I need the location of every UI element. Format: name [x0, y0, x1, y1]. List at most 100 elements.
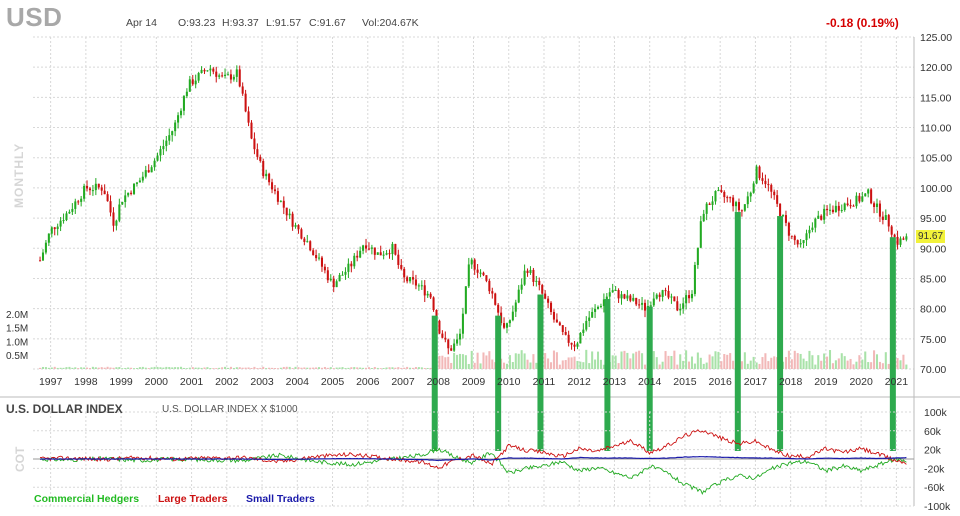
year-tick-label: 2006: [356, 376, 380, 388]
volume-bar: [335, 367, 338, 369]
volume-bar: [50, 367, 53, 369]
candle-body: [356, 255, 359, 258]
volume-bar: [385, 367, 388, 369]
candle-body: [717, 190, 720, 192]
volume-bar: [547, 358, 550, 369]
candle-body: [893, 234, 896, 237]
volume-bar: [323, 366, 326, 369]
candle-body: [820, 215, 823, 220]
candle-body: [570, 342, 573, 345]
candle-body: [670, 296, 673, 298]
cot-axis: 100k 60k 20k -20k -60k -100k: [924, 407, 951, 513]
candle-body: [623, 294, 626, 299]
volume-bar: [403, 367, 406, 369]
volume-bar: [279, 367, 282, 369]
volume-bar: [127, 367, 130, 369]
volume-bar: [362, 367, 365, 369]
cot-tick-label: -100k: [924, 501, 951, 513]
candle-body: [776, 195, 779, 204]
volume-bar: [720, 361, 723, 369]
volume-bar: [529, 362, 532, 369]
candle-body: [802, 240, 805, 244]
volume-bar: [297, 367, 300, 369]
price-tick-label: 100.00: [920, 183, 952, 195]
volume-bar: [682, 360, 685, 369]
volume-bar: [103, 367, 106, 369]
volume-bar: [359, 367, 362, 369]
year-tick-label: 2020: [849, 376, 873, 388]
volume-bar: [620, 351, 623, 369]
volume-bar: [91, 366, 94, 369]
volume-bar: [124, 367, 127, 369]
candle-body: [97, 183, 100, 188]
candle-body: [171, 131, 174, 136]
candle-body: [326, 270, 329, 281]
volume-bar: [596, 351, 600, 369]
volume-bar: [294, 366, 297, 369]
lower-panel-subtitle: U.S. DOLLAR INDEX X $1000: [162, 404, 298, 415]
candle-body: [846, 203, 849, 206]
candle-body: [362, 245, 365, 251]
candle-body: [215, 71, 218, 77]
volume-bar: [770, 357, 773, 369]
candle-body: [241, 86, 244, 94]
volume-bar: [658, 364, 661, 369]
candle-body: [878, 203, 881, 217]
candle-body: [896, 236, 899, 245]
candle-body: [59, 220, 62, 227]
candle-body: [652, 298, 655, 306]
year-tick-label: 2005: [321, 376, 345, 388]
candle-body: [74, 201, 77, 209]
volume-bar: [414, 367, 417, 369]
volume-bar: [94, 367, 97, 369]
symbol-title: USD: [6, 2, 63, 32]
volume-bar: [453, 352, 456, 369]
candle-body: [582, 329, 585, 333]
candle-body: [520, 284, 523, 290]
volume-bar: [344, 368, 347, 369]
candle-body: [664, 290, 667, 292]
candle-body: [508, 320, 511, 324]
volume-bar: [44, 367, 47, 369]
candle-body: [323, 266, 326, 271]
volume-bar: [558, 364, 561, 369]
candle-body: [86, 185, 89, 189]
volume-bar: [690, 356, 694, 369]
candle-body: [840, 210, 843, 212]
volume-bar: [179, 366, 183, 369]
candle-body: [212, 68, 215, 72]
candle-body: [247, 111, 250, 123]
candle-body: [200, 69, 203, 74]
volume-bar: [611, 355, 614, 369]
candle-body: [203, 69, 206, 72]
candle-body: [591, 311, 594, 318]
candle-body: [655, 294, 658, 299]
volume-bar: [235, 367, 238, 369]
volume-bar: [200, 367, 203, 369]
candle-body: [271, 182, 274, 190]
year-tick-label: 2001: [180, 376, 204, 388]
volume-bar: [341, 367, 344, 369]
volume-bar: [244, 367, 247, 369]
volume-bar: [367, 367, 370, 369]
volume-bar: [121, 368, 124, 369]
candle-body: [808, 229, 811, 234]
candle-body: [382, 254, 385, 256]
year-tick-label: 2009: [462, 376, 486, 388]
volume-bar: [265, 368, 268, 369]
volume-axis: 0.5M 1.0M 1.5M 2.0M: [6, 310, 28, 362]
signal-bars: [431, 212, 896, 451]
candle-body: [359, 250, 362, 258]
candle-body: [185, 91, 188, 97]
candle-body: [394, 243, 397, 255]
candle-body: [232, 76, 235, 80]
candle-body: [153, 160, 156, 168]
candle-body: [605, 296, 608, 300]
candle-body: [826, 208, 829, 211]
volume-bar: [83, 367, 86, 369]
volume-bar: [629, 358, 632, 369]
legend-large-traders: Large Traders: [158, 493, 228, 505]
volume-bar: [614, 355, 617, 369]
volume-bar: [253, 366, 256, 369]
volume-bar: [884, 352, 887, 369]
